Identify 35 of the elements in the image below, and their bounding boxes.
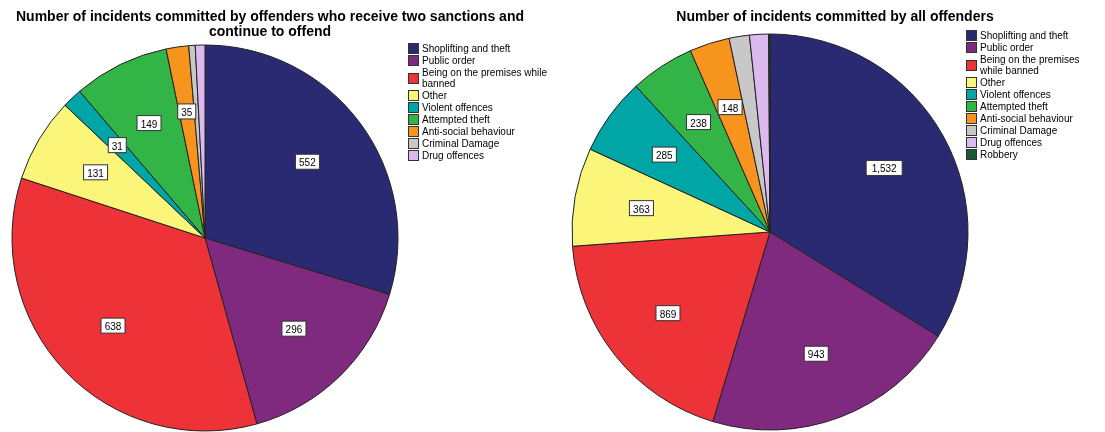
- legend-label: Other: [980, 77, 1006, 88]
- data-label: 363: [633, 203, 651, 215]
- legend-label: Anti-social behaviour: [422, 126, 515, 137]
- legend-label: Shoplifting and theft: [980, 30, 1069, 41]
- legend-label: Public order: [980, 42, 1034, 53]
- legend-label: Being on the premises while banned: [422, 67, 549, 89]
- chart-title: Number of incidents committed by all offenders: [675, 8, 995, 24]
- legend-label: Attempted theft: [980, 101, 1048, 112]
- data-label: 31: [111, 140, 124, 152]
- legend-label: Violent offences: [422, 102, 493, 113]
- legend-label: Anti-social behaviour: [980, 113, 1073, 124]
- legend-label: Robbery: [980, 149, 1018, 160]
- data-label: 296: [285, 324, 303, 336]
- legend-label: Public order: [422, 55, 476, 66]
- legend-label: Being on the premises while banned: [980, 54, 1081, 76]
- legend-label: Other: [422, 90, 448, 101]
- data-label: 1,532: [871, 163, 898, 175]
- legend-label: Criminal Damage: [422, 138, 500, 149]
- legend-label: Drug offences: [422, 150, 485, 161]
- legend-label: Criminal Damage: [980, 125, 1058, 136]
- data-label: 131: [87, 167, 105, 179]
- data-label: 148: [721, 102, 739, 114]
- data-label: 238: [690, 117, 708, 129]
- data-label: 35: [181, 106, 193, 118]
- legend-label: Drug offences: [980, 137, 1043, 148]
- data-label: 943: [807, 349, 825, 361]
- data-label: 149: [140, 118, 158, 130]
- data-label: 638: [104, 321, 122, 333]
- data-label: 869: [659, 308, 677, 320]
- legend-label: Shoplifting and theft: [422, 43, 511, 54]
- chart-title: Number of incidents committed by offenders who receive two sanctions and continue to offend: [15, 8, 525, 39]
- data-label: 552: [299, 157, 317, 169]
- legend-label: Attempted theft: [422, 114, 490, 125]
- legend-label: Violent offences: [980, 89, 1051, 100]
- data-label: 285: [656, 150, 674, 162]
